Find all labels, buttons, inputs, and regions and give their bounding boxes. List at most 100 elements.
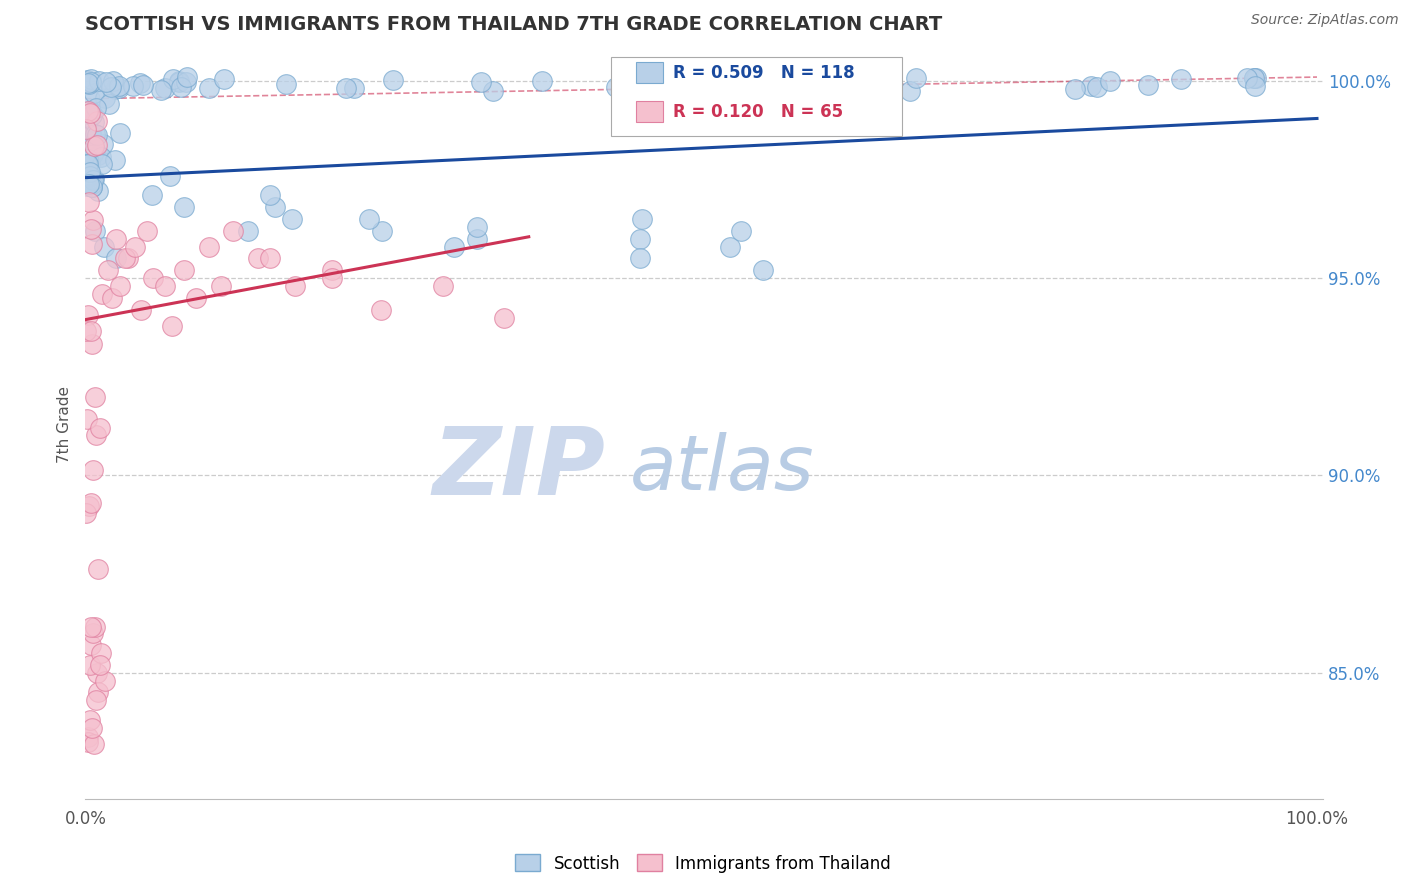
Point [84, 619, 107, 633]
Point [236, 224, 259, 238]
Point [107, 80, 129, 95]
Text: ZIP: ZIP [433, 423, 605, 515]
Point [84, 428, 107, 442]
Point [75, 506, 97, 520]
Point [84, 390, 107, 404]
Point [82, 463, 104, 477]
Point [1243, 70, 1265, 85]
Point [77, 74, 100, 88]
Point [77, 499, 100, 513]
Point [696, 76, 718, 90]
Point [628, 232, 651, 246]
Point [80, 620, 103, 634]
Point [465, 232, 488, 246]
Point [80, 221, 103, 235]
Point [1243, 79, 1265, 94]
Point [101, 73, 124, 87]
Point [79, 169, 101, 183]
Point [101, 291, 124, 305]
Point [80, 180, 103, 194]
Point [93, 240, 115, 254]
Point [136, 224, 159, 238]
Point [76, 178, 98, 193]
Point [1063, 81, 1085, 95]
Point [77, 168, 100, 182]
Point [482, 83, 505, 97]
Point [79, 713, 101, 727]
Point [186, 291, 208, 305]
Point [79, 657, 101, 672]
Point [104, 153, 127, 167]
Point [82, 212, 104, 227]
Point [141, 188, 163, 202]
Point [80, 71, 103, 86]
Point [76, 76, 98, 90]
Point [752, 263, 775, 277]
Point [470, 75, 492, 89]
Point [86, 685, 108, 699]
Point [1243, 70, 1265, 85]
Point [198, 80, 221, 95]
Point [80, 336, 103, 351]
Point [75, 121, 97, 136]
Legend: Scottish, Immigrants from Thailand: Scottish, Immigrants from Thailand [509, 847, 897, 880]
Point [693, 76, 716, 90]
Point [343, 81, 366, 95]
Point [77, 195, 100, 210]
Point [370, 302, 392, 317]
Point [114, 252, 136, 266]
Point [77, 730, 100, 744]
FancyBboxPatch shape [636, 101, 664, 122]
Point [108, 78, 131, 93]
Point [89, 421, 111, 435]
Point [76, 308, 98, 322]
Point [79, 92, 101, 106]
Point [142, 271, 165, 285]
Text: SCOTTISH VS IMMIGRANTS FROM THAILAND 7TH GRADE CORRELATION CHART: SCOTTISH VS IMMIGRANTS FROM THAILAND 7TH… [86, 15, 942, 34]
Point [77, 103, 100, 118]
Point [82, 147, 104, 161]
Point [371, 224, 394, 238]
Point [79, 165, 101, 179]
Point [222, 224, 245, 238]
Point [87, 148, 110, 162]
Point [76, 412, 98, 426]
Point [167, 75, 190, 89]
Point [432, 279, 454, 293]
Point [83, 171, 105, 186]
Point [77, 104, 100, 119]
Point [167, 74, 190, 88]
Point [898, 84, 921, 98]
Point [84, 224, 107, 238]
Point [82, 180, 104, 194]
Point [86, 138, 108, 153]
Point [1137, 78, 1160, 92]
Point [79, 105, 101, 120]
Point [91, 136, 114, 151]
Point [80, 125, 103, 139]
Point [94, 91, 117, 105]
Point [173, 200, 195, 214]
Point [789, 82, 811, 96]
Point [155, 279, 177, 293]
Point [76, 157, 98, 171]
Point [1085, 79, 1108, 94]
Point [1080, 78, 1102, 93]
Point [76, 158, 98, 172]
FancyBboxPatch shape [612, 57, 903, 136]
Point [335, 81, 357, 95]
Text: Source: ZipAtlas.com: Source: ZipAtlas.com [1251, 13, 1399, 28]
Point [77, 157, 100, 171]
Point [89, 150, 111, 164]
Point [83, 143, 105, 157]
Point [357, 212, 380, 227]
Point [605, 80, 627, 95]
Point [90, 157, 112, 171]
Point [176, 70, 198, 85]
Point [90, 287, 112, 301]
Point [77, 77, 100, 91]
Point [281, 212, 304, 227]
Point [105, 232, 128, 246]
Point [80, 128, 103, 142]
Point [284, 279, 307, 293]
